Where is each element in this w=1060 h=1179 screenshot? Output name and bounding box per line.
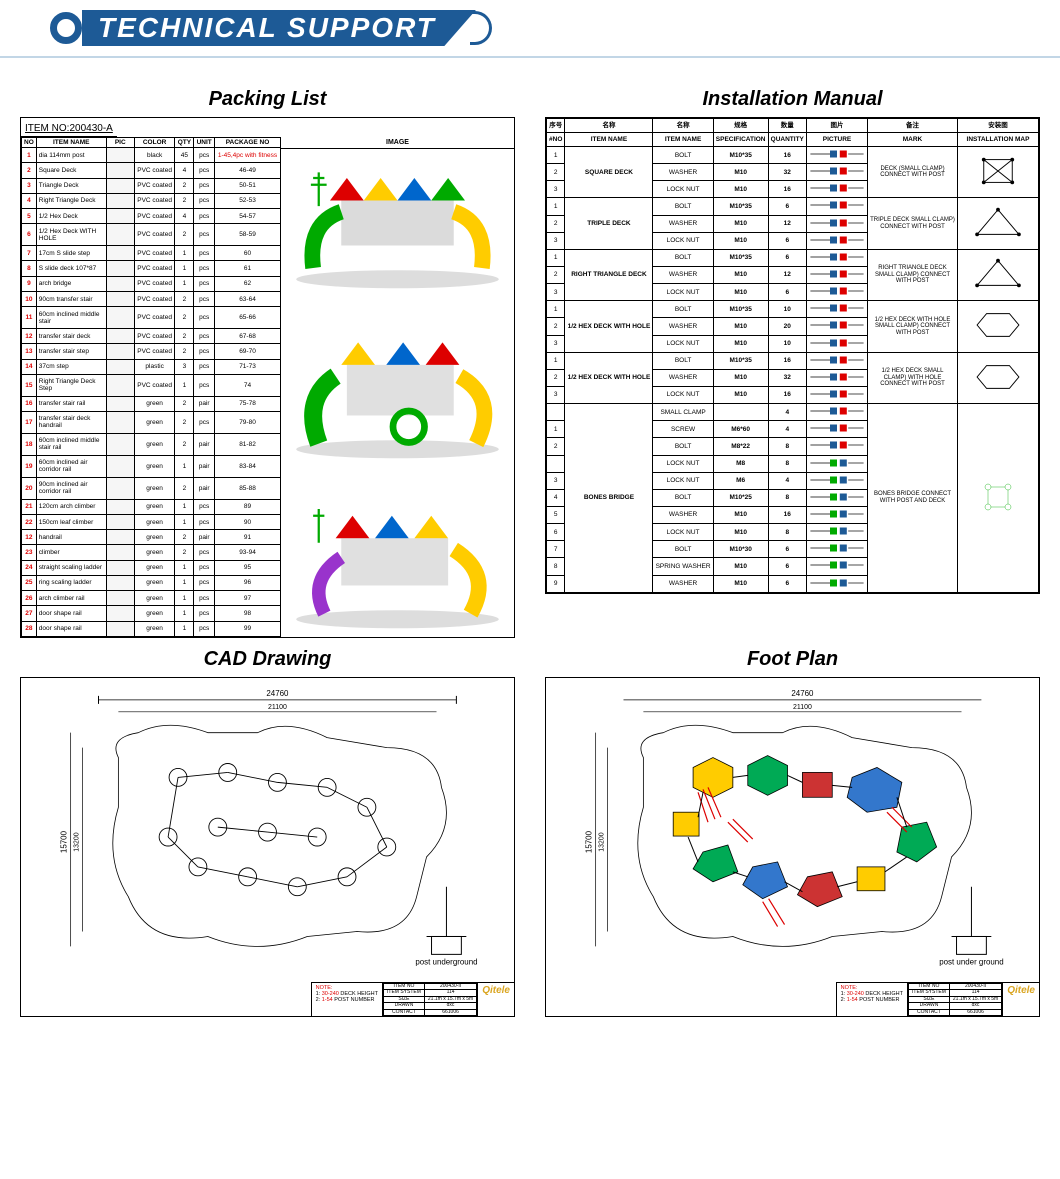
install-col-header: ITEM NAME [565, 133, 653, 147]
table-row: 21120cm arch climbergreen1pcs89 [22, 499, 281, 514]
image-header: IMAGE [281, 137, 514, 149]
table-row: 9arch bridgePVC coated1pcs62 [22, 276, 281, 291]
packing-panel: Packing List ITEM NO:200430-A NOITEM NAM… [20, 88, 515, 638]
table-row: 16transfer stair railgreen2pair75-78 [22, 396, 281, 411]
header-circle-icon [50, 12, 82, 44]
table-row: 11/2 HEX DECK WITH HOLEBOLTM10*35161/2 H… [547, 352, 1039, 369]
svg-text:21100: 21100 [268, 704, 287, 711]
cad-titleblock: NOTE: 1: 30-240 DECK HEIGHT2: 1-54 POST … [311, 982, 514, 1017]
packing-col-header: PACKAGE NO [215, 138, 281, 148]
table-row: 717cm S slide stepPVC coated1pcs60 [22, 246, 281, 261]
footplan-title: Foot Plan [545, 648, 1040, 671]
table-row: 2090cm inclined air corridor railgreen2p… [22, 477, 281, 499]
header-arc-icon [470, 11, 492, 45]
table-row: 1090cm transfer stairPVC coated2pcs63-64 [22, 291, 281, 306]
logo: Qitele [1002, 983, 1039, 1017]
header-bar: TECHNICAL SUPPORT [0, 0, 1060, 58]
table-row: 1960cm inclined air corridor railgreen1p… [22, 455, 281, 477]
playground-image-1 [285, 153, 510, 293]
page-title: TECHNICAL SUPPORT [82, 10, 476, 46]
install-col-header: 图片 [807, 119, 868, 133]
table-row: 51/2 Hex DeckPVC coated4pcs54-57 [22, 209, 281, 224]
install-col-header: INSTALLATION MAP [958, 133, 1039, 147]
install-col-header: 备注 [868, 119, 958, 133]
table-row: 26arch climber railgreen1pcs97 [22, 591, 281, 606]
table-row: 28door shape railgreen1pcs99 [22, 621, 281, 636]
table-row: 11/2 HEX DECK WITH HOLEBOLTM10*35101/2 H… [547, 301, 1039, 318]
install-col-header: PICTURE [807, 133, 868, 147]
svg-text:21100: 21100 [793, 704, 812, 711]
install-col-header: QUANTITY [768, 133, 806, 147]
svg-text:13200: 13200 [599, 832, 606, 851]
svg-text:post underground: post underground [415, 957, 477, 966]
table-row: 3Triangle DeckPVC coated2pcs50-51 [22, 178, 281, 193]
install-col-header: #NO [547, 133, 565, 147]
table-row: 13transfer stair stepPVC coated2pcs69-70 [22, 344, 281, 359]
table-row: 22150cm leaf climbergreen1pcs90 [22, 514, 281, 529]
install-col-header: MARK [868, 133, 958, 147]
svg-text:15700: 15700 [60, 830, 69, 853]
install-col-header: SPECIFICATION [713, 133, 768, 147]
install-col-header: ITEM NAME [653, 133, 713, 147]
svg-text:24760: 24760 [791, 689, 814, 698]
table-row: 12handrailgreen2pair91 [22, 530, 281, 545]
packing-col-header: QTY [175, 138, 194, 148]
table-row: 1160cm inclined middle stairPVC coated2p… [22, 307, 281, 329]
table-row: 24straight scaling laddergreen1pcs95 [22, 560, 281, 575]
install-col-header: 安装图 [958, 119, 1039, 133]
packing-col-header: COLOR [134, 138, 175, 148]
playground-image-3 [285, 493, 510, 633]
table-row: 8S slide deck 107*87PVC coated1pcs61 [22, 261, 281, 276]
install-table: 序号名称名称规格数量图片备注安装图 #NOITEM NAMEITEM NAMES… [546, 118, 1039, 593]
item-no-label: ITEM NO:200430-A [21, 121, 117, 137]
packing-table: NOITEM NAMEPICCOLORQTYUNITPACKAGE NO 1di… [21, 137, 281, 637]
table-row: 1TRIPLE DECKBOLTM10*356TRIPLE DECK SMALL… [547, 198, 1039, 215]
svg-text:24760: 24760 [266, 689, 289, 698]
footplan-titleblock: NOTE: 1: 30-240 DECK HEIGHT2: 1-54 POST … [836, 982, 1039, 1017]
table-row: 23climbergreen2pcs93-94 [22, 545, 281, 560]
packing-col-header: ITEM NAME [36, 138, 106, 148]
svg-text:15700: 15700 [585, 830, 594, 853]
table-row: 27door shape railgreen1pcs98 [22, 606, 281, 621]
install-title: Installation Manual [545, 88, 1040, 111]
table-row: 61/2 Hex Deck WITH HOLEPVC coated2pcs58-… [22, 224, 281, 246]
packing-title: Packing List [20, 88, 515, 111]
table-row: 17transfer stair deck handrailgreen2pcs7… [22, 412, 281, 434]
install-col-header: 名称 [653, 119, 713, 133]
table-row: BONES BRIDGESMALL CLAMP4BONES BRIDGE CON… [547, 404, 1039, 421]
table-row: 1437cm stepplastic3pcs71-73 [22, 359, 281, 374]
footplan-panel: Foot Plan 24760 21100 15700 13200 [545, 648, 1040, 1017]
svg-text:post under ground: post under ground [939, 957, 1003, 966]
table-row: 1RIGHT TRIANGLE DECKBOLTM10*356RIGHT TRI… [547, 249, 1039, 266]
install-panel: Installation Manual 序号名称名称规格数量图片备注安装图 #N… [545, 88, 1040, 638]
table-row: 2Square DeckPVC coated4pcs46-49 [22, 163, 281, 178]
table-row: 4Right Triangle DeckPVC coated2pcs52-53 [22, 193, 281, 208]
footplan-drawing: 24760 21100 15700 13200 [546, 678, 1039, 1016]
packing-col-header: NO [22, 138, 37, 148]
table-row: 15Right Triangle Deck StepPVC coated1pcs… [22, 374, 281, 396]
logo: Qitele [477, 983, 514, 1017]
install-col-header: 规格 [713, 119, 768, 133]
packing-col-header: UNIT [194, 138, 215, 148]
cad-drawing: 24760 21100 15700 13200 [21, 678, 514, 1016]
install-col-header: 数量 [768, 119, 806, 133]
playground-image-2 [285, 323, 510, 463]
install-col-header: 序号 [547, 119, 565, 133]
table-row: 12transfer stair deckPVC coated2pcs67-68 [22, 329, 281, 344]
table-row: 1860cm inclined middle stair railgreen2p… [22, 433, 281, 455]
cad-title: CAD Drawing [20, 648, 515, 671]
packing-col-header: PIC [106, 138, 134, 148]
table-row: 1dia 114mm postblack45pcs1-45,4pc with f… [22, 148, 281, 163]
table-row: 25ring scaling laddergreen1pcs96 [22, 575, 281, 590]
table-row: 1SQUARE DECKBOLTM10*3516DECK (SMALL CLAM… [547, 147, 1039, 164]
cad-panel: CAD Drawing 24760 21100 15700 13200 [20, 648, 515, 1017]
svg-text:13200: 13200 [74, 832, 81, 851]
install-col-header: 名称 [565, 119, 653, 133]
